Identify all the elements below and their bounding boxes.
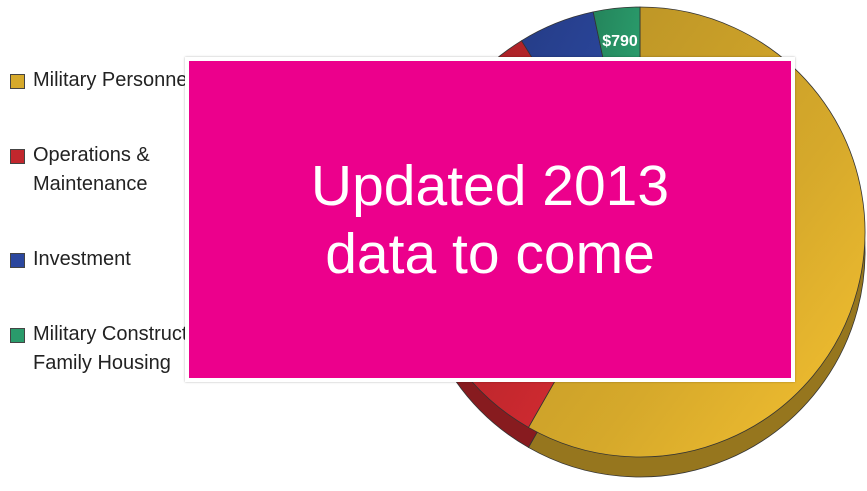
value-label: $790: [602, 33, 638, 50]
overlay-box: Updated 2013 data to come: [185, 57, 795, 382]
legend-label: Operations & Maintenance: [33, 144, 150, 195]
legend-label: Investment: [33, 248, 131, 270]
legend: Military Personnel Operations & Maintenan…: [10, 66, 250, 378]
legend-swatch: [10, 328, 25, 343]
overlay-text: Updated 2013 data to come: [310, 153, 670, 286]
legend-entry: Investment: [10, 245, 250, 274]
legend-swatch: [10, 253, 25, 268]
legend-entry: Military Construction & Family Housing: [10, 320, 250, 378]
legend-entry: Operations & Maintenance: [10, 141, 250, 199]
legend-label: Military Personnel: [33, 69, 192, 91]
legend-label: Military Construction & Family Housing: [33, 323, 234, 374]
legend-entry: Military Personnel: [10, 66, 250, 95]
legend-swatch: [10, 149, 25, 164]
legend-swatch: [10, 74, 25, 89]
